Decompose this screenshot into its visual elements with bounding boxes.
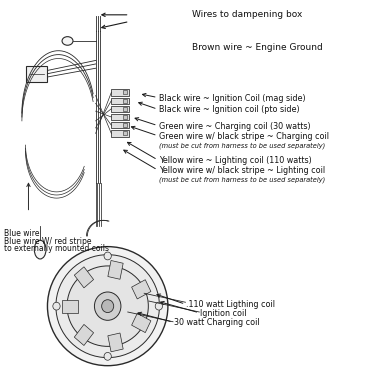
Text: (must be cut from harness to be used separately): (must be cut from harness to be used sep… [159, 143, 325, 149]
Text: Wires to dampening box: Wires to dampening box [192, 10, 302, 20]
FancyBboxPatch shape [111, 130, 129, 136]
Ellipse shape [62, 37, 73, 45]
Text: (must be cut from harness to be used separately): (must be cut from harness to be used sep… [159, 177, 325, 183]
Ellipse shape [34, 240, 46, 259]
Text: Green wire w/ black stripe ~ Charging coil: Green wire w/ black stripe ~ Charging co… [159, 132, 329, 141]
Circle shape [95, 292, 121, 320]
FancyBboxPatch shape [123, 90, 127, 94]
Text: Blue wire: Blue wire [4, 229, 39, 239]
FancyBboxPatch shape [132, 280, 151, 299]
FancyBboxPatch shape [132, 313, 151, 333]
Text: Black wire ~ Ignition coil (pto side): Black wire ~ Ignition coil (pto side) [159, 105, 299, 115]
Text: to externally mounted coils: to externally mounted coils [4, 243, 109, 253]
Text: 30 watt Charging coil: 30 watt Charging coil [174, 318, 260, 328]
FancyBboxPatch shape [123, 99, 127, 103]
Circle shape [53, 302, 60, 310]
FancyBboxPatch shape [123, 131, 127, 135]
Text: Blue wire W/ red stripe: Blue wire W/ red stripe [4, 236, 91, 246]
Text: .110 watt Ligthing coil: .110 watt Ligthing coil [186, 300, 275, 310]
Circle shape [155, 302, 162, 310]
FancyBboxPatch shape [108, 333, 123, 352]
Ellipse shape [56, 255, 160, 358]
FancyBboxPatch shape [111, 122, 129, 128]
FancyBboxPatch shape [123, 107, 127, 111]
FancyBboxPatch shape [123, 123, 127, 127]
FancyBboxPatch shape [111, 106, 129, 112]
Text: Brown wire ~ Engine Ground: Brown wire ~ Engine Ground [192, 43, 322, 52]
FancyBboxPatch shape [111, 89, 129, 96]
Circle shape [101, 300, 114, 313]
FancyBboxPatch shape [26, 66, 47, 82]
FancyBboxPatch shape [74, 267, 93, 288]
Text: Yellow wire w/ black stripe ~ Lighting coil: Yellow wire w/ black stripe ~ Lighting c… [159, 166, 325, 176]
FancyBboxPatch shape [108, 261, 123, 279]
FancyBboxPatch shape [74, 324, 93, 346]
Circle shape [104, 353, 111, 360]
FancyBboxPatch shape [111, 98, 129, 104]
FancyBboxPatch shape [62, 300, 78, 313]
Text: Yellow wire ~ Lighting coil (110 watts): Yellow wire ~ Lighting coil (110 watts) [159, 156, 311, 165]
FancyBboxPatch shape [111, 114, 129, 120]
Ellipse shape [67, 266, 148, 346]
Circle shape [104, 252, 111, 260]
Ellipse shape [47, 246, 168, 366]
FancyBboxPatch shape [123, 115, 127, 119]
Text: Green wire ~ Charging coil (30 watts): Green wire ~ Charging coil (30 watts) [159, 122, 310, 131]
Text: Black wire ~ Ignition Coil (mag side): Black wire ~ Ignition Coil (mag side) [159, 94, 306, 103]
Text: Ignition coil: Ignition coil [200, 309, 246, 318]
